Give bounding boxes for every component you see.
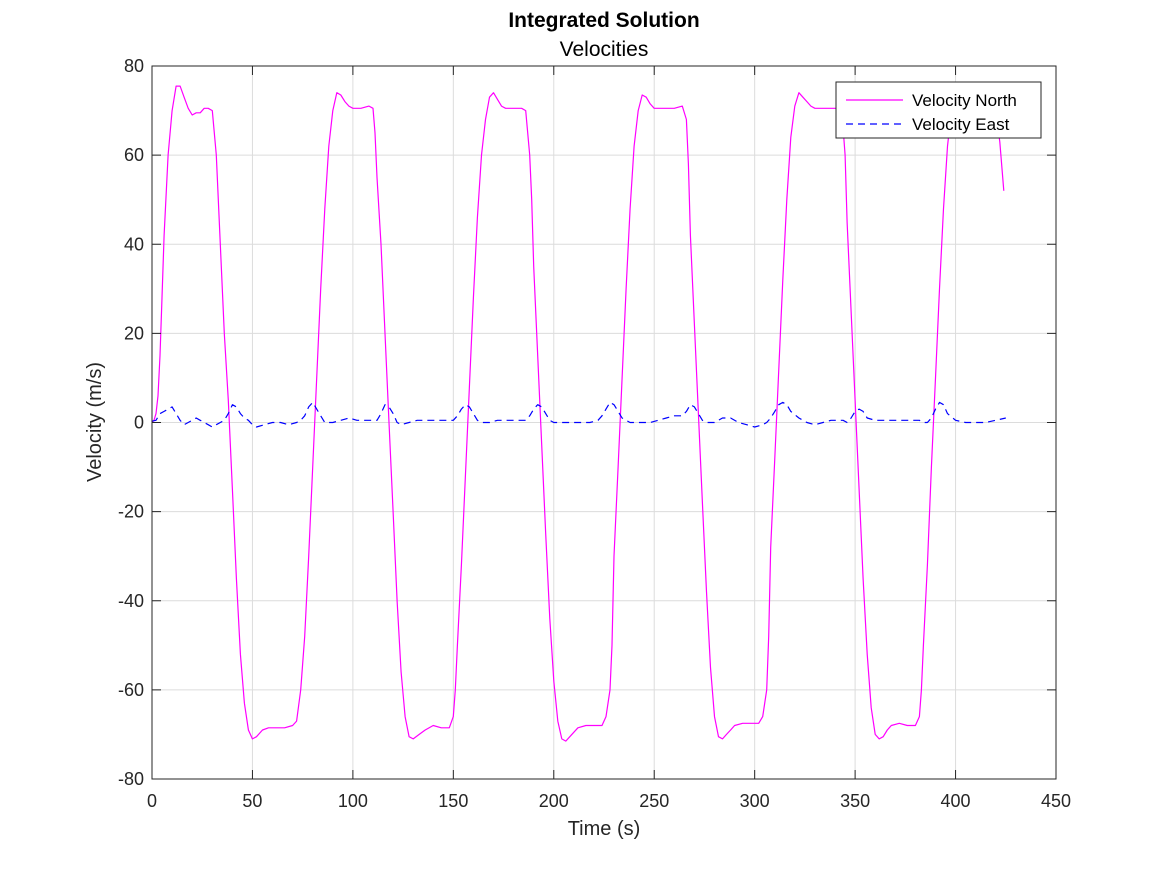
x-tick-label: 400 [941, 791, 971, 811]
y-tick-label: 0 [134, 413, 144, 433]
y-axis-label: Velocity (m/s) [84, 362, 106, 482]
y-tick-label: 80 [124, 56, 144, 76]
x-axis-label: Time (s) [568, 818, 641, 840]
y-tick-label: -60 [118, 680, 144, 700]
x-tick-label: 250 [639, 791, 669, 811]
x-tick-label: 200 [539, 791, 569, 811]
x-tick-label: 50 [242, 791, 262, 811]
legend-label-velocity-east: Velocity East [912, 115, 1010, 134]
legend: Velocity North Velocity East [836, 82, 1041, 138]
legend-label-velocity-north: Velocity North [912, 91, 1017, 110]
x-tick-label: 150 [438, 791, 468, 811]
chart-subtitle: Velocities [560, 38, 649, 61]
y-tick-label: 20 [124, 323, 144, 343]
y-tick-label: 60 [124, 145, 144, 165]
y-tick-label: -20 [118, 502, 144, 522]
y-tick-label: -80 [118, 769, 144, 789]
y-tick-label: -40 [118, 591, 144, 611]
x-tick-label: 100 [338, 791, 368, 811]
chart-title: Integrated Solution [508, 9, 699, 32]
x-tick-label: 300 [740, 791, 770, 811]
x-tick-label: 0 [147, 791, 157, 811]
x-tick-label: 450 [1041, 791, 1071, 811]
x-tick-label: 350 [840, 791, 870, 811]
plot-area: 0 50 100 150 200 250 300 350 400 450 -80 -60 -40 -20 0… [118, 56, 1071, 811]
y-tick-label: 40 [124, 234, 144, 254]
